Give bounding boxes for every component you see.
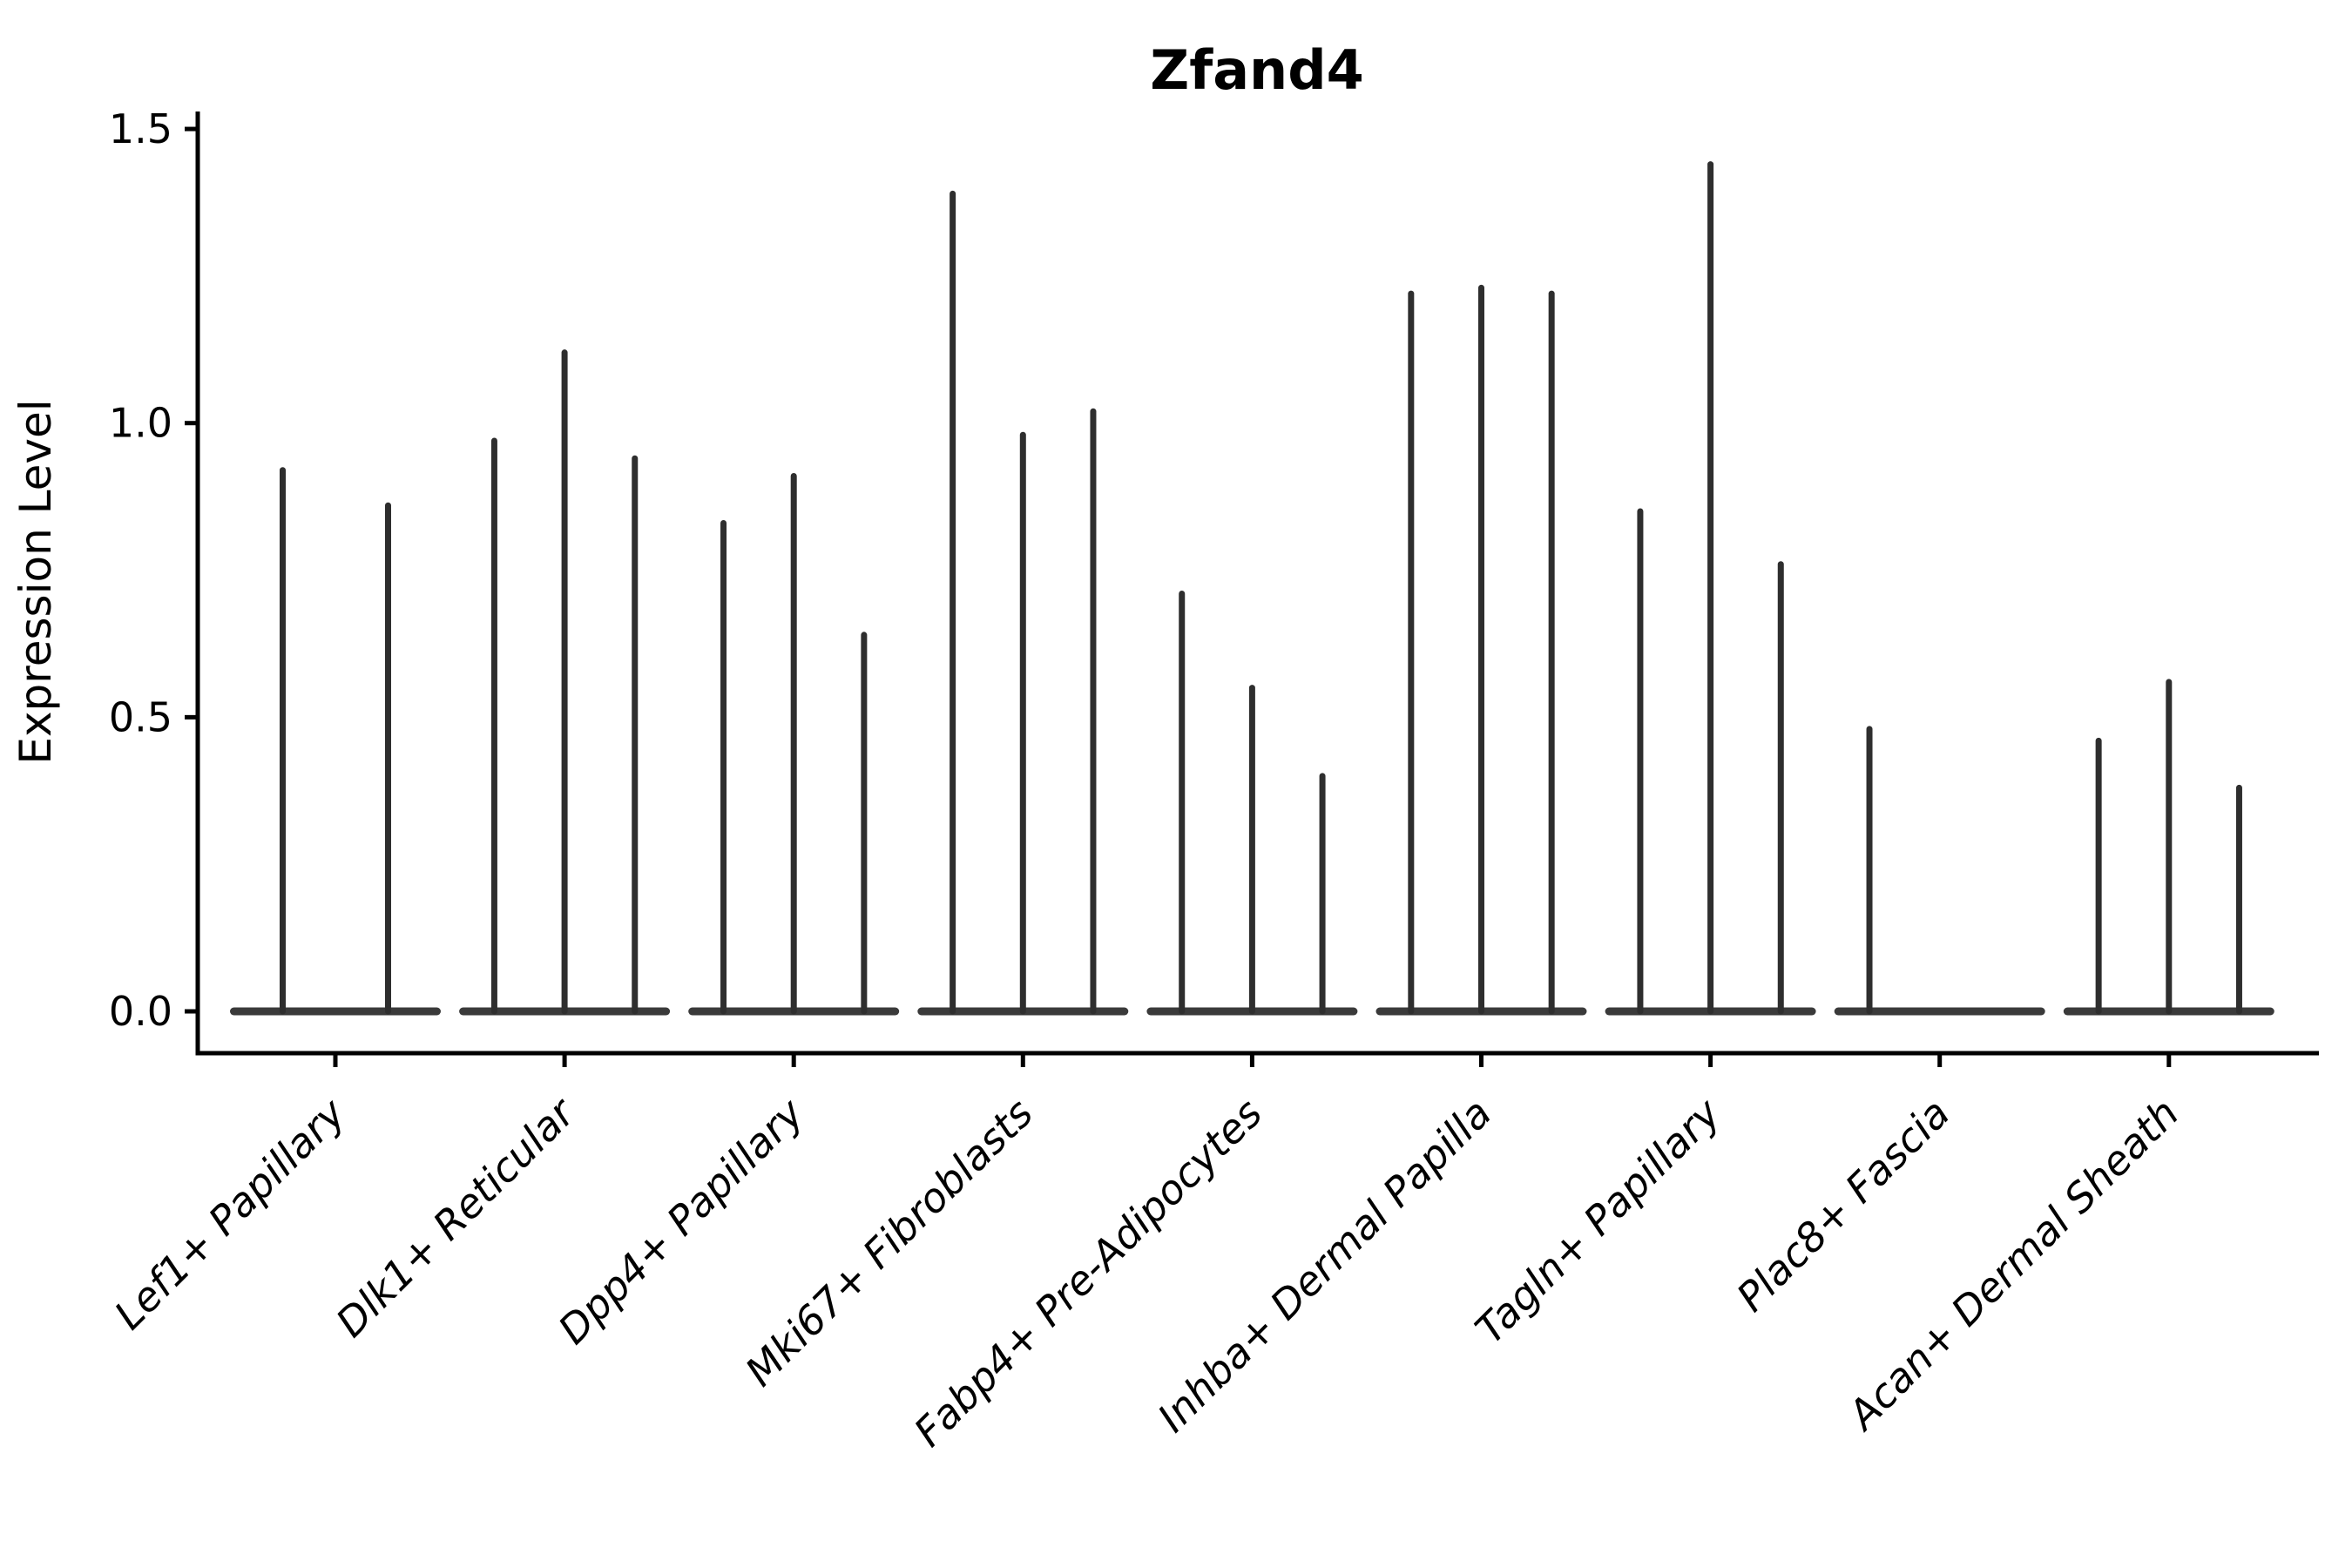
- violin-group: [688, 472, 900, 1016]
- x-axis-label: Lef1+ Papillary: [105, 1089, 355, 1338]
- x-axis-label: Tagln+ Papillary: [1466, 1089, 1730, 1353]
- x-axis-label: Dlk1+ Reticular: [327, 1087, 585, 1346]
- violin-group: [1834, 726, 2045, 1016]
- violin-group: [459, 349, 671, 1016]
- x-axis-label: Plac8+ Fascia: [1727, 1090, 1958, 1321]
- y-tick-label: 0.0: [109, 988, 172, 1035]
- violin-group: [230, 467, 441, 1016]
- violin-baseline: [230, 1007, 441, 1016]
- violin-baseline: [1834, 1007, 2045, 1016]
- y-axis-title: Expression Level: [10, 399, 61, 764]
- violin-groups: [230, 161, 2274, 1016]
- violin-group: [1605, 161, 1816, 1016]
- x-axis-label: Dpp4+ Papillary: [549, 1089, 813, 1353]
- y-tick-label: 1.5: [109, 105, 172, 152]
- y-tick-label: 0.5: [109, 693, 172, 740]
- violin-group: [917, 190, 1129, 1016]
- violin-group: [2063, 679, 2274, 1016]
- chart-title: Zfand4: [1150, 38, 1363, 102]
- y-tick-label: 1.0: [109, 400, 172, 447]
- violin-group: [1375, 284, 1587, 1016]
- violin-group: [1146, 591, 1358, 1016]
